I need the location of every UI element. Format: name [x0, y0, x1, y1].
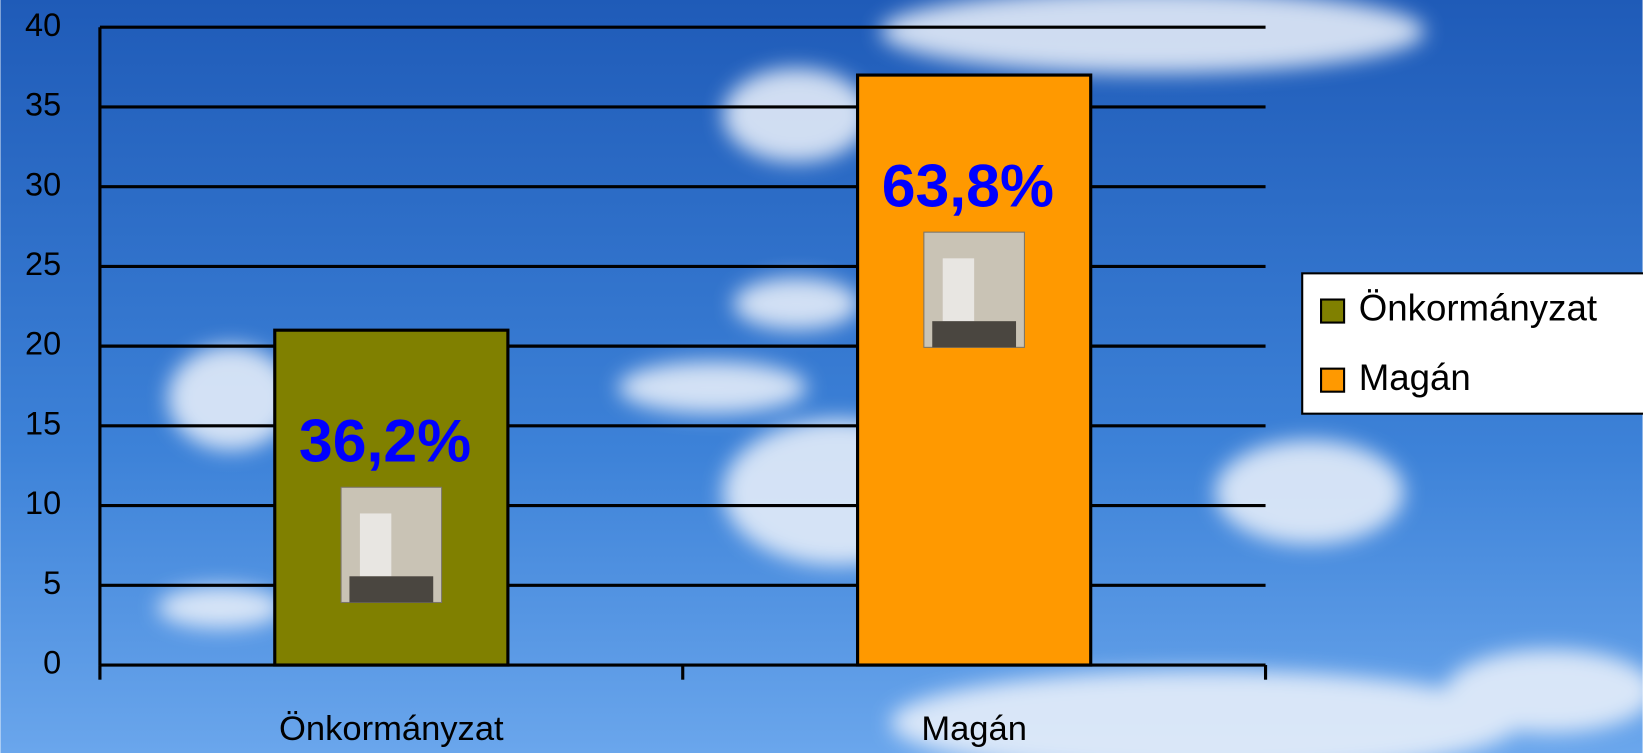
bar — [856, 73, 1093, 667]
y-tick-label: 0 — [43, 645, 61, 681]
bar-annotation: 63,8% — [882, 151, 1054, 219]
legend-swatch — [1320, 298, 1346, 324]
y-tick-label: 30 — [25, 166, 61, 202]
x-tick-label: Önkormányzat — [279, 710, 504, 748]
y-tick-label: 25 — [25, 246, 61, 282]
legend-label: Önkormányzat — [1359, 288, 1597, 329]
y-tick-label: 5 — [43, 565, 61, 601]
x-tick-label: Magán — [921, 710, 1027, 748]
y-tick-label: 20 — [25, 326, 61, 362]
legend-label: Magán — [1359, 357, 1471, 398]
photo-detail — [942, 258, 975, 322]
bar — [273, 328, 510, 667]
photo-detail — [932, 321, 1017, 348]
bar-annotation: 36,2% — [299, 406, 471, 474]
legend-box — [1301, 272, 1643, 415]
photo-detail — [349, 576, 434, 603]
y-tick-label: 15 — [25, 405, 61, 441]
y-tick-label: 35 — [25, 87, 61, 123]
y-tick-label: 40 — [25, 7, 61, 43]
y-tick-label: 10 — [25, 485, 61, 521]
clouds — [157, 0, 1643, 753]
photo-detail — [359, 513, 392, 577]
legend-swatch — [1320, 367, 1346, 393]
